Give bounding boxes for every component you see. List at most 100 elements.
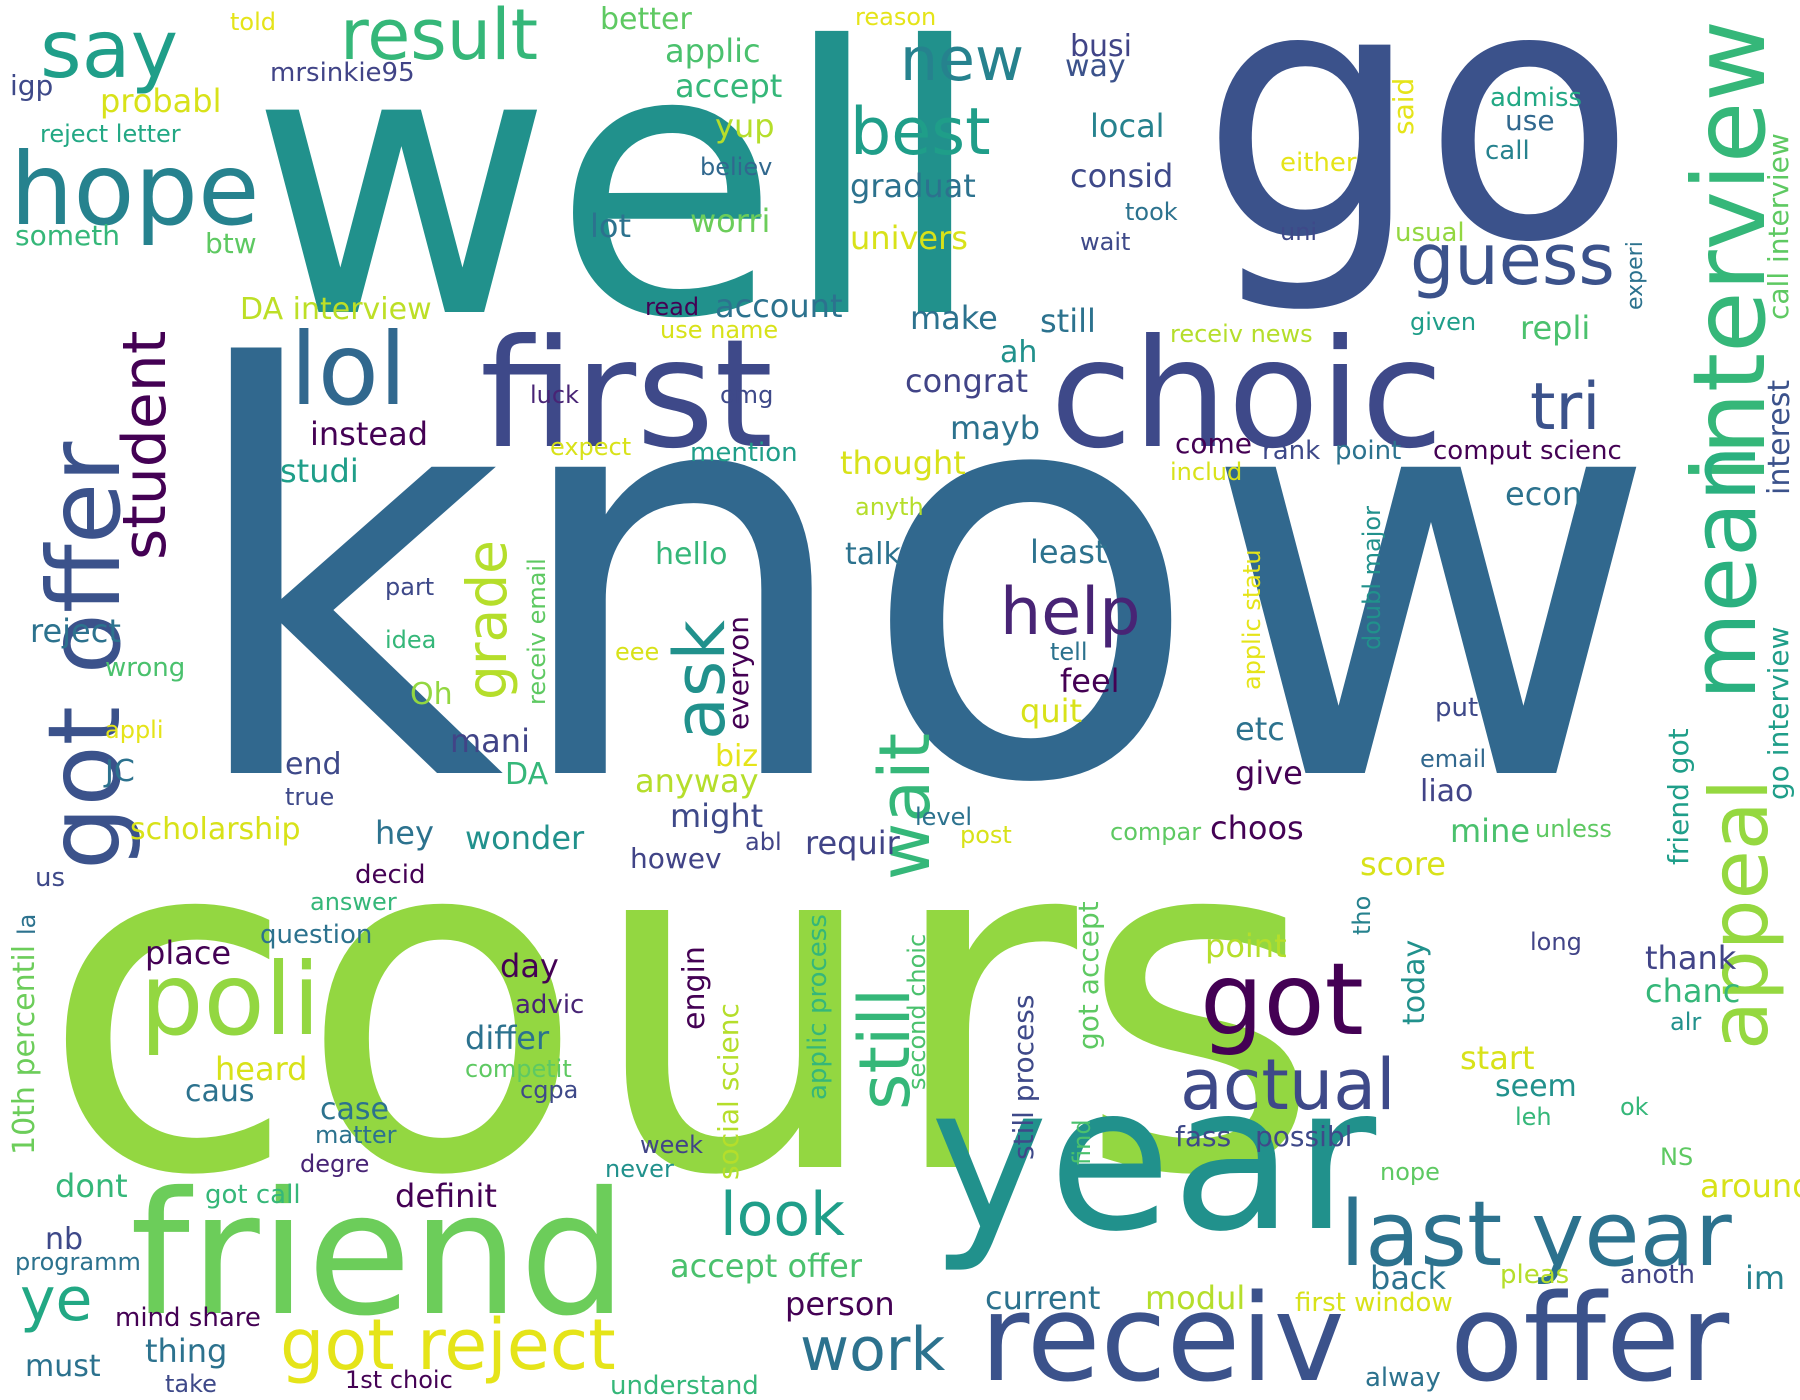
word-believ: believ — [700, 153, 773, 181]
word-rank: rank — [1262, 436, 1321, 466]
word-account: account — [715, 287, 843, 325]
word-doubl-major: doubl major — [1358, 506, 1386, 650]
word-got-reject: got reject — [280, 1304, 616, 1386]
word-new: new — [900, 25, 1025, 95]
word-tho: tho — [1348, 895, 1376, 935]
word-admiss: admiss — [1490, 83, 1583, 113]
word-1st-choic: 1st choic — [345, 1366, 453, 1394]
word-social-scienc: social scienc — [712, 1003, 745, 1180]
word-answer: answer — [310, 888, 397, 916]
word-true: true — [285, 783, 335, 811]
word-liao: liao — [1420, 774, 1474, 809]
word-accept-offer: accept offer — [670, 1247, 862, 1285]
word-programm: programm — [15, 1248, 141, 1276]
word-btw: btw — [205, 227, 257, 260]
word-thank: thank — [1645, 939, 1737, 977]
word-etc: etc — [1235, 710, 1285, 748]
word-10th-percentil: 10th percentil — [7, 944, 42, 1155]
word-day: day — [500, 947, 559, 985]
word-receiv-news: receiv news — [1170, 320, 1313, 348]
word-compar: compar — [1110, 818, 1202, 846]
word-local: local — [1090, 107, 1165, 145]
word-expect: expect — [550, 433, 632, 461]
word-result: result — [340, 0, 539, 76]
word-point-2: point — [1205, 927, 1287, 965]
word-friend-got: friend got — [1662, 728, 1695, 865]
word-degre: degre — [300, 1150, 370, 1178]
word-probabl: probabl — [100, 82, 222, 120]
word-back: back — [1370, 1259, 1447, 1297]
word-person: person — [785, 1285, 895, 1323]
word-work: work — [800, 1315, 946, 1385]
word-got-accept: got accept — [1072, 901, 1105, 1050]
word-studi: studi — [280, 452, 359, 490]
word-today: today — [1397, 939, 1432, 1025]
word-fass: fass — [1175, 1120, 1232, 1153]
word-alway: alway — [1365, 1363, 1441, 1393]
word-unless: unless — [1535, 815, 1612, 843]
word-come: come — [1175, 427, 1253, 460]
word-wonder: wonder — [465, 819, 585, 857]
word-end: end — [285, 747, 342, 782]
word-receiv-email: receiv email — [523, 558, 551, 705]
word-congrat: congrat — [905, 362, 1029, 400]
word-everyon: everyon — [722, 616, 755, 730]
word-repli: repli — [1520, 309, 1591, 347]
word-seem: seem — [1495, 1069, 1577, 1104]
word-best: best — [850, 95, 991, 170]
word-cgpa: cgpa — [520, 1076, 579, 1104]
word-consid: consid — [1070, 157, 1174, 195]
word-instead: instead — [310, 415, 428, 453]
word-ok: ok — [1620, 1093, 1649, 1121]
word-level: level — [915, 803, 973, 831]
word-pleas: pleas — [1500, 1260, 1570, 1290]
word-busi: busi — [1070, 29, 1133, 64]
word-way: way — [1065, 49, 1126, 84]
word-mean: mean — [1672, 444, 1777, 700]
word-possibl: possibl — [1255, 1120, 1353, 1153]
word-chanc: chanc — [1645, 972, 1741, 1010]
word-point: point — [1335, 436, 1402, 466]
word-place: place — [145, 934, 232, 972]
word-matter: matter — [315, 1121, 397, 1149]
word-go: go — [1200, 0, 1637, 319]
word-hello: hello — [655, 537, 728, 572]
word-score: score — [1360, 845, 1446, 883]
word-oh: Oh — [410, 677, 453, 712]
word-last-year: last year — [1340, 1182, 1732, 1287]
word-thing: thing — [145, 1332, 228, 1370]
word-scholarship: scholarship — [130, 812, 301, 847]
word-long: long — [1530, 928, 1582, 956]
word-cours: cours — [40, 731, 1322, 1278]
word-mayb: mayb — [950, 409, 1041, 447]
word-took: took — [1125, 198, 1178, 226]
word-still-2: still — [1040, 302, 1096, 340]
word-includ: includ — [1170, 458, 1243, 486]
word-alr: alr — [1670, 1008, 1702, 1036]
word-differ: differ — [465, 1019, 550, 1057]
word-da: DA — [505, 757, 549, 792]
word-someth: someth — [15, 219, 120, 252]
word-applic-process: applic process — [803, 914, 833, 1100]
word-anyth: anyth — [855, 493, 924, 521]
word-first: first — [480, 308, 774, 482]
word-us: us — [35, 863, 66, 893]
word-choos: choos — [1210, 809, 1304, 847]
word-nb: nb — [45, 1222, 84, 1257]
word-call-interview: call interview — [1762, 133, 1795, 320]
word-either: either — [1280, 148, 1357, 178]
word-talk: talk — [845, 537, 901, 572]
word-guess: guess — [1410, 219, 1615, 301]
word-never: never — [605, 1155, 674, 1183]
word-still-process: still process — [1007, 994, 1040, 1160]
word-well: well — [250, 0, 986, 400]
word-yup: yup — [715, 107, 775, 145]
word-interest: interest — [1762, 379, 1797, 495]
word-reject-letter: reject letter — [40, 120, 181, 148]
word-poli: poli — [140, 941, 321, 1058]
word-ah: ah — [1000, 335, 1038, 370]
word-make: make — [910, 299, 998, 337]
word-read: read — [645, 293, 700, 321]
